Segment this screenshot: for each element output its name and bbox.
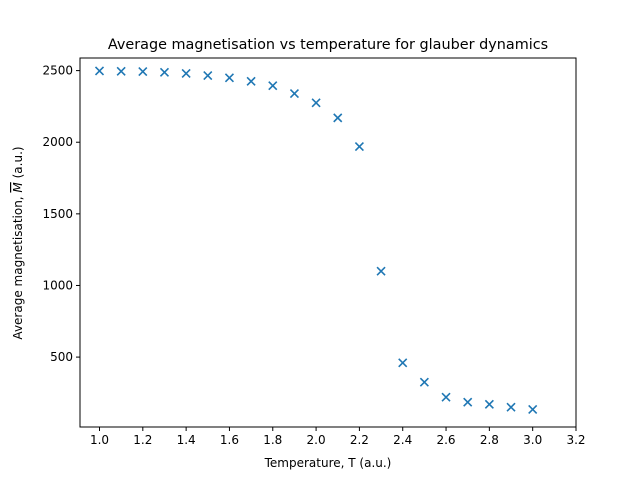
point-marker-stroke <box>311 98 321 108</box>
plot-area <box>94 66 538 414</box>
y-tick-label: 1000 <box>42 278 73 292</box>
x-tick-label: 2.0 <box>307 433 326 447</box>
data-point <box>311 98 321 108</box>
x-tick-label: 2.6 <box>436 433 455 447</box>
x-tick-label: 1.8 <box>263 433 282 447</box>
x-tick-label: 2.4 <box>393 433 412 447</box>
point-marker-stroke <box>376 266 386 276</box>
axes-frame <box>79 57 577 428</box>
data-point <box>203 71 213 81</box>
point-marker-stroke <box>246 76 256 86</box>
y-tick-label: 1500 <box>42 207 73 221</box>
x-axis-label: Temperature, T (a.u.) <box>264 456 392 470</box>
data-point <box>138 67 148 77</box>
point-marker-stroke <box>138 67 148 77</box>
point-marker-stroke <box>159 67 170 77</box>
y-axis-label-symbol: M <box>11 182 25 193</box>
point-marker-stroke <box>528 404 538 414</box>
x-tick-label: 1.4 <box>177 433 196 447</box>
point-marker-stroke <box>268 81 278 91</box>
point-marker-stroke <box>94 66 105 76</box>
data-point <box>398 358 408 368</box>
x-tick-label: 3.2 <box>566 433 585 447</box>
point-marker-stroke <box>419 377 429 387</box>
x-tick-label: 2.8 <box>480 433 499 447</box>
point-marker-stroke <box>203 71 213 81</box>
data-point <box>224 73 235 83</box>
data-point <box>354 141 364 152</box>
data-point <box>246 76 256 86</box>
point-marker-stroke <box>484 399 494 409</box>
y-tick-label: 2500 <box>42 64 73 78</box>
point-marker-stroke <box>463 397 473 407</box>
point-marker-stroke <box>224 73 235 83</box>
point-marker-stroke <box>354 141 364 152</box>
point-marker-stroke <box>116 66 126 76</box>
y-axis-label-suffix: (a.u.) <box>11 146 25 182</box>
data-point <box>159 67 170 77</box>
data-point <box>333 113 343 123</box>
x-axis: 1.0 1.2 1.4 1.6 1.8 2.0 2.2 2.4 2.6 2.8 3.0 3.2 <box>90 427 586 447</box>
y-axis-label-prefix: Average magnetisation, <box>11 193 25 340</box>
data-point <box>441 392 451 402</box>
data-point <box>419 377 429 387</box>
x-tick-label: 1.6 <box>220 433 239 447</box>
y-tick-label: 2000 <box>42 135 73 149</box>
data-point <box>376 266 386 276</box>
data-point <box>463 397 473 407</box>
point-marker-stroke <box>506 402 516 412</box>
y-tick-label: 500 <box>50 350 73 364</box>
data-point <box>484 399 494 409</box>
y-axis-label: Average magnetisation, M (a.u.) <box>11 146 25 339</box>
data-point <box>268 81 278 91</box>
data-point <box>506 402 516 412</box>
data-point <box>181 68 191 79</box>
x-tick-label: 1.2 <box>133 433 152 447</box>
data-point <box>289 88 299 99</box>
chart-title: Average magnetisation vs temperature for… <box>108 37 548 53</box>
data-point <box>94 66 105 76</box>
x-tick-label: 3.0 <box>523 433 542 447</box>
point-marker-stroke <box>441 392 451 402</box>
x-tick-label: 1.0 <box>90 433 109 447</box>
point-marker-stroke <box>333 113 343 123</box>
point-marker-stroke <box>181 68 191 79</box>
data-point <box>116 66 126 76</box>
y-axis: 500 1000 1500 2000 2500 <box>42 64 80 364</box>
point-marker-stroke <box>398 358 408 368</box>
data-point <box>528 404 538 414</box>
x-tick-label: 2.2 <box>350 433 369 447</box>
point-marker-stroke <box>289 88 299 99</box>
